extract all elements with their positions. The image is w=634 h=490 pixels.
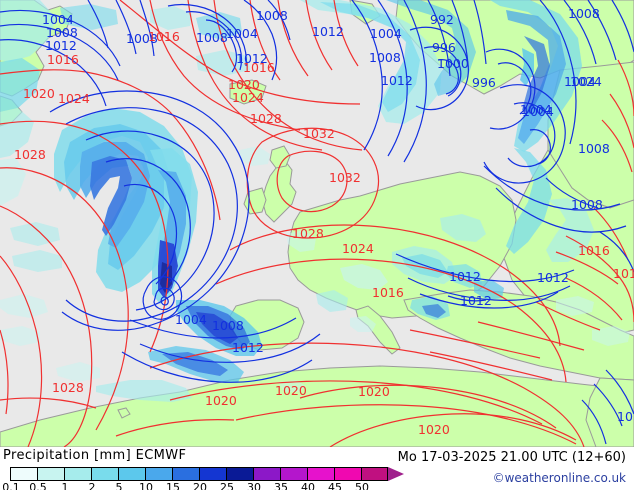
color-swatch [172, 467, 199, 481]
color-swatch [253, 467, 280, 481]
scale-tick-label: 2 [88, 481, 96, 490]
color-swatch [226, 467, 253, 481]
scale-tick-label: 35 [274, 481, 288, 490]
color-swatch [91, 467, 118, 481]
color-swatch [37, 467, 64, 481]
color-swatch [10, 467, 37, 481]
scale-tick-label: 0.1 [2, 481, 20, 490]
scale-tick-label: 0.5 [29, 481, 47, 490]
scale-tick-label: 1 [61, 481, 69, 490]
copyright-credit: ©weatheronline.co.uk [492, 471, 626, 485]
color-swatch [280, 467, 307, 481]
scale-tick-label: 10 [139, 481, 153, 490]
color-swatch [307, 467, 334, 481]
north-africa [0, 365, 634, 447]
isobars-low [0, 0, 634, 445]
color-swatch [334, 467, 361, 481]
scale-tick-label: 25 [220, 481, 234, 490]
legend-title: Precipitation [mm] ECMWF [3, 448, 187, 463]
precip-max-core [160, 262, 172, 293]
scale-tick-label: 20 [193, 481, 207, 490]
scale-tick-label: 30 [247, 481, 261, 490]
scotland [269, 145, 291, 169]
model-run-info: Mo 17-03-2025 21.00 UTC (12+60) [397, 450, 626, 465]
scale-tick-label: 5 [115, 481, 123, 490]
color-swatch [145, 467, 172, 481]
atlantic-island [117, 407, 131, 419]
middle-east [585, 377, 634, 447]
isobars-high [0, 0, 634, 447]
color-scale-ticks: 0.1 0.5 1 2 5 10 15 20 25 30 35 40 45 50 [0, 481, 369, 490]
color-swatch [118, 467, 145, 481]
scale-tick-label: 45 [328, 481, 342, 490]
scale-tick-label: 15 [166, 481, 180, 490]
precipitation-field [0, 0, 630, 402]
weather-map[interactable]: 1004 1008 1012 1016 1020 1024 1028 1008 1016 1008… [0, 0, 634, 447]
color-swatch [199, 467, 226, 481]
color-scale-arrow [388, 467, 404, 481]
scale-tick-label: 50 [355, 481, 369, 490]
legend-panel: Precipitation [mm] ECMWF 0.1 0.5 1 2 5 10 15 20… [0, 447, 634, 490]
color-scale-bar [10, 467, 388, 481]
scale-tick-label: 40 [301, 481, 315, 490]
color-swatch [64, 467, 91, 481]
color-swatch [361, 467, 388, 481]
map-canvas [0, 0, 634, 447]
iceland [229, 79, 267, 105]
